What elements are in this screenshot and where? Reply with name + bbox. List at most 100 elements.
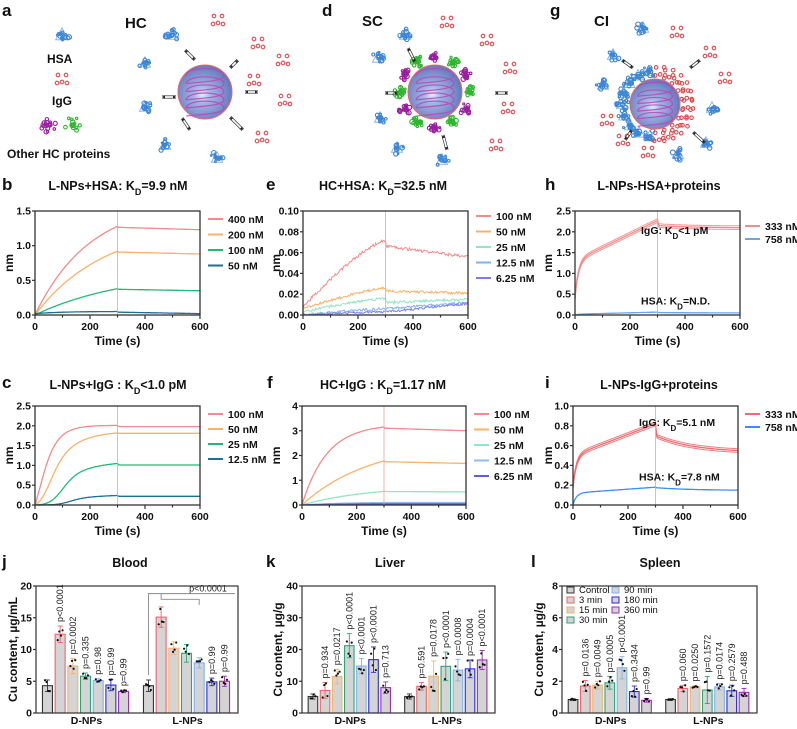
data-point — [326, 694, 329, 698]
exchange-arrow-icon — [228, 58, 240, 70]
igg-protein-icon — [500, 101, 516, 115]
data-point — [359, 668, 362, 671]
p-value-label: p<0.0001 — [55, 584, 65, 622]
other-protein-icon — [399, 67, 411, 83]
data-point — [146, 683, 149, 686]
data-point — [630, 695, 633, 698]
y-tick-label: 0.0 — [554, 500, 569, 512]
chart-title: Blood — [112, 556, 147, 570]
group-label: L-NPs — [693, 715, 723, 727]
exchange-arrow-icon — [228, 115, 245, 132]
chart-title: HC+HSA: KD=32.5 nM — [319, 179, 447, 197]
legend-swatch — [566, 596, 575, 604]
legend-label: 12.5 nM — [494, 456, 533, 468]
chart-title-tail: <1.0 pM — [140, 378, 186, 392]
y-axis-label: nm — [541, 447, 555, 465]
data-point — [422, 685, 426, 688]
data-point — [222, 681, 225, 685]
data-point — [621, 662, 624, 666]
hsa-protein-icon — [373, 110, 388, 125]
legend-label: 50 nM — [228, 261, 258, 273]
legend-label: 333 nM — [765, 409, 797, 421]
exchange-arrow-icon — [689, 58, 701, 70]
y-tick-label: 0.06 — [279, 247, 300, 259]
y-tick-label: 0 — [26, 708, 32, 720]
data-point — [720, 683, 724, 686]
kd-annotation: HSA: KD=N.D. — [641, 296, 710, 312]
igg-protein-icon — [675, 115, 690, 129]
data-point — [211, 680, 214, 683]
data-point — [107, 686, 110, 689]
igg-protein-icon — [660, 127, 676, 141]
data-point — [445, 656, 448, 659]
x-tick-label: 200 — [348, 511, 366, 523]
data-point — [373, 647, 376, 650]
panel-letter-e: e — [266, 175, 275, 194]
y-tick-label: 4 — [552, 644, 558, 656]
y-tick-label: 40 — [286, 581, 298, 593]
data-point — [224, 682, 227, 685]
group-label: L-NPs — [172, 715, 202, 727]
data-point — [324, 682, 327, 685]
p-value-label: p=0.335 — [81, 636, 91, 669]
group-label: D-NPs — [595, 715, 627, 727]
data-point — [348, 654, 352, 658]
panel-letter-k: k — [266, 552, 276, 571]
data-point — [74, 659, 77, 662]
data-point — [418, 688, 421, 691]
chart-title-tail: =32.5 nM — [394, 179, 447, 193]
y-tick-label: 10 — [286, 676, 298, 688]
y-tick-label: 1 — [292, 475, 298, 487]
kd-annotation-tail: <1 pM — [678, 225, 708, 237]
helix-icon — [185, 68, 225, 117]
chart-f: HC+IgG : KD=1.17 nM 100 nM 50 nM 25 nM 12.5 … — [269, 378, 533, 538]
data-point — [120, 689, 123, 692]
p-value-label: p=0.591 — [417, 646, 427, 679]
data-point — [597, 684, 600, 687]
x-tick-label: 0 — [32, 511, 38, 523]
y-tick-label: 1.0 — [556, 268, 571, 280]
panel-letter-c: c — [2, 373, 11, 392]
y-axis-label: Cu content, µg/g — [532, 602, 546, 696]
data-point — [124, 689, 128, 692]
data-point — [671, 697, 675, 701]
schematic-ci: CI — [594, 13, 733, 163]
data-point — [434, 672, 438, 675]
data-point — [569, 698, 572, 701]
exchange-arrow-icon — [183, 48, 197, 62]
data-point — [471, 659, 474, 662]
y-tick-label: 0.08 — [279, 226, 300, 238]
bar — [193, 662, 205, 714]
chart-e: HC+HSA: KD=32.5 nM 100 nM 50 nM 25 nM 12.5 n… — [269, 179, 535, 348]
data-point — [187, 652, 191, 656]
y-axis-label: nm — [2, 447, 16, 465]
kd-annotation-sub: D — [677, 302, 683, 311]
bracket-p-value: p<0.0001 — [189, 584, 227, 594]
legend-label: 25 nM — [494, 440, 524, 452]
data-point — [110, 678, 113, 681]
p-value-label: p<0.0001 — [441, 610, 451, 648]
data-point — [454, 665, 457, 668]
chart-title-sub: D — [387, 187, 394, 197]
data-point — [338, 670, 341, 673]
panel-letter-d: d — [322, 1, 332, 20]
bar — [206, 681, 218, 714]
hsa-protein-icon — [158, 137, 172, 153]
data-point — [682, 690, 685, 693]
igg-protein-icon — [277, 93, 293, 107]
legend-label: 200 nM — [228, 230, 264, 242]
legend-swatch — [566, 616, 575, 624]
hsa-protein-icon — [397, 26, 413, 43]
y-tick-label: 30 — [286, 612, 298, 624]
legend-igg-label: IgG — [52, 94, 72, 108]
legend-label: 12.5 nM — [496, 258, 535, 270]
other-protein-icon — [464, 84, 476, 98]
schematic-hc-label: HC — [125, 15, 147, 32]
data-point — [213, 682, 216, 685]
y-tick-label: 0.6 — [554, 440, 569, 452]
p-value-label: p<0.0001 — [356, 617, 366, 655]
chart-title-tail: =1.17 nM — [393, 378, 446, 392]
significance-bracket — [148, 593, 235, 675]
exchange-arrow-icon — [406, 47, 417, 63]
